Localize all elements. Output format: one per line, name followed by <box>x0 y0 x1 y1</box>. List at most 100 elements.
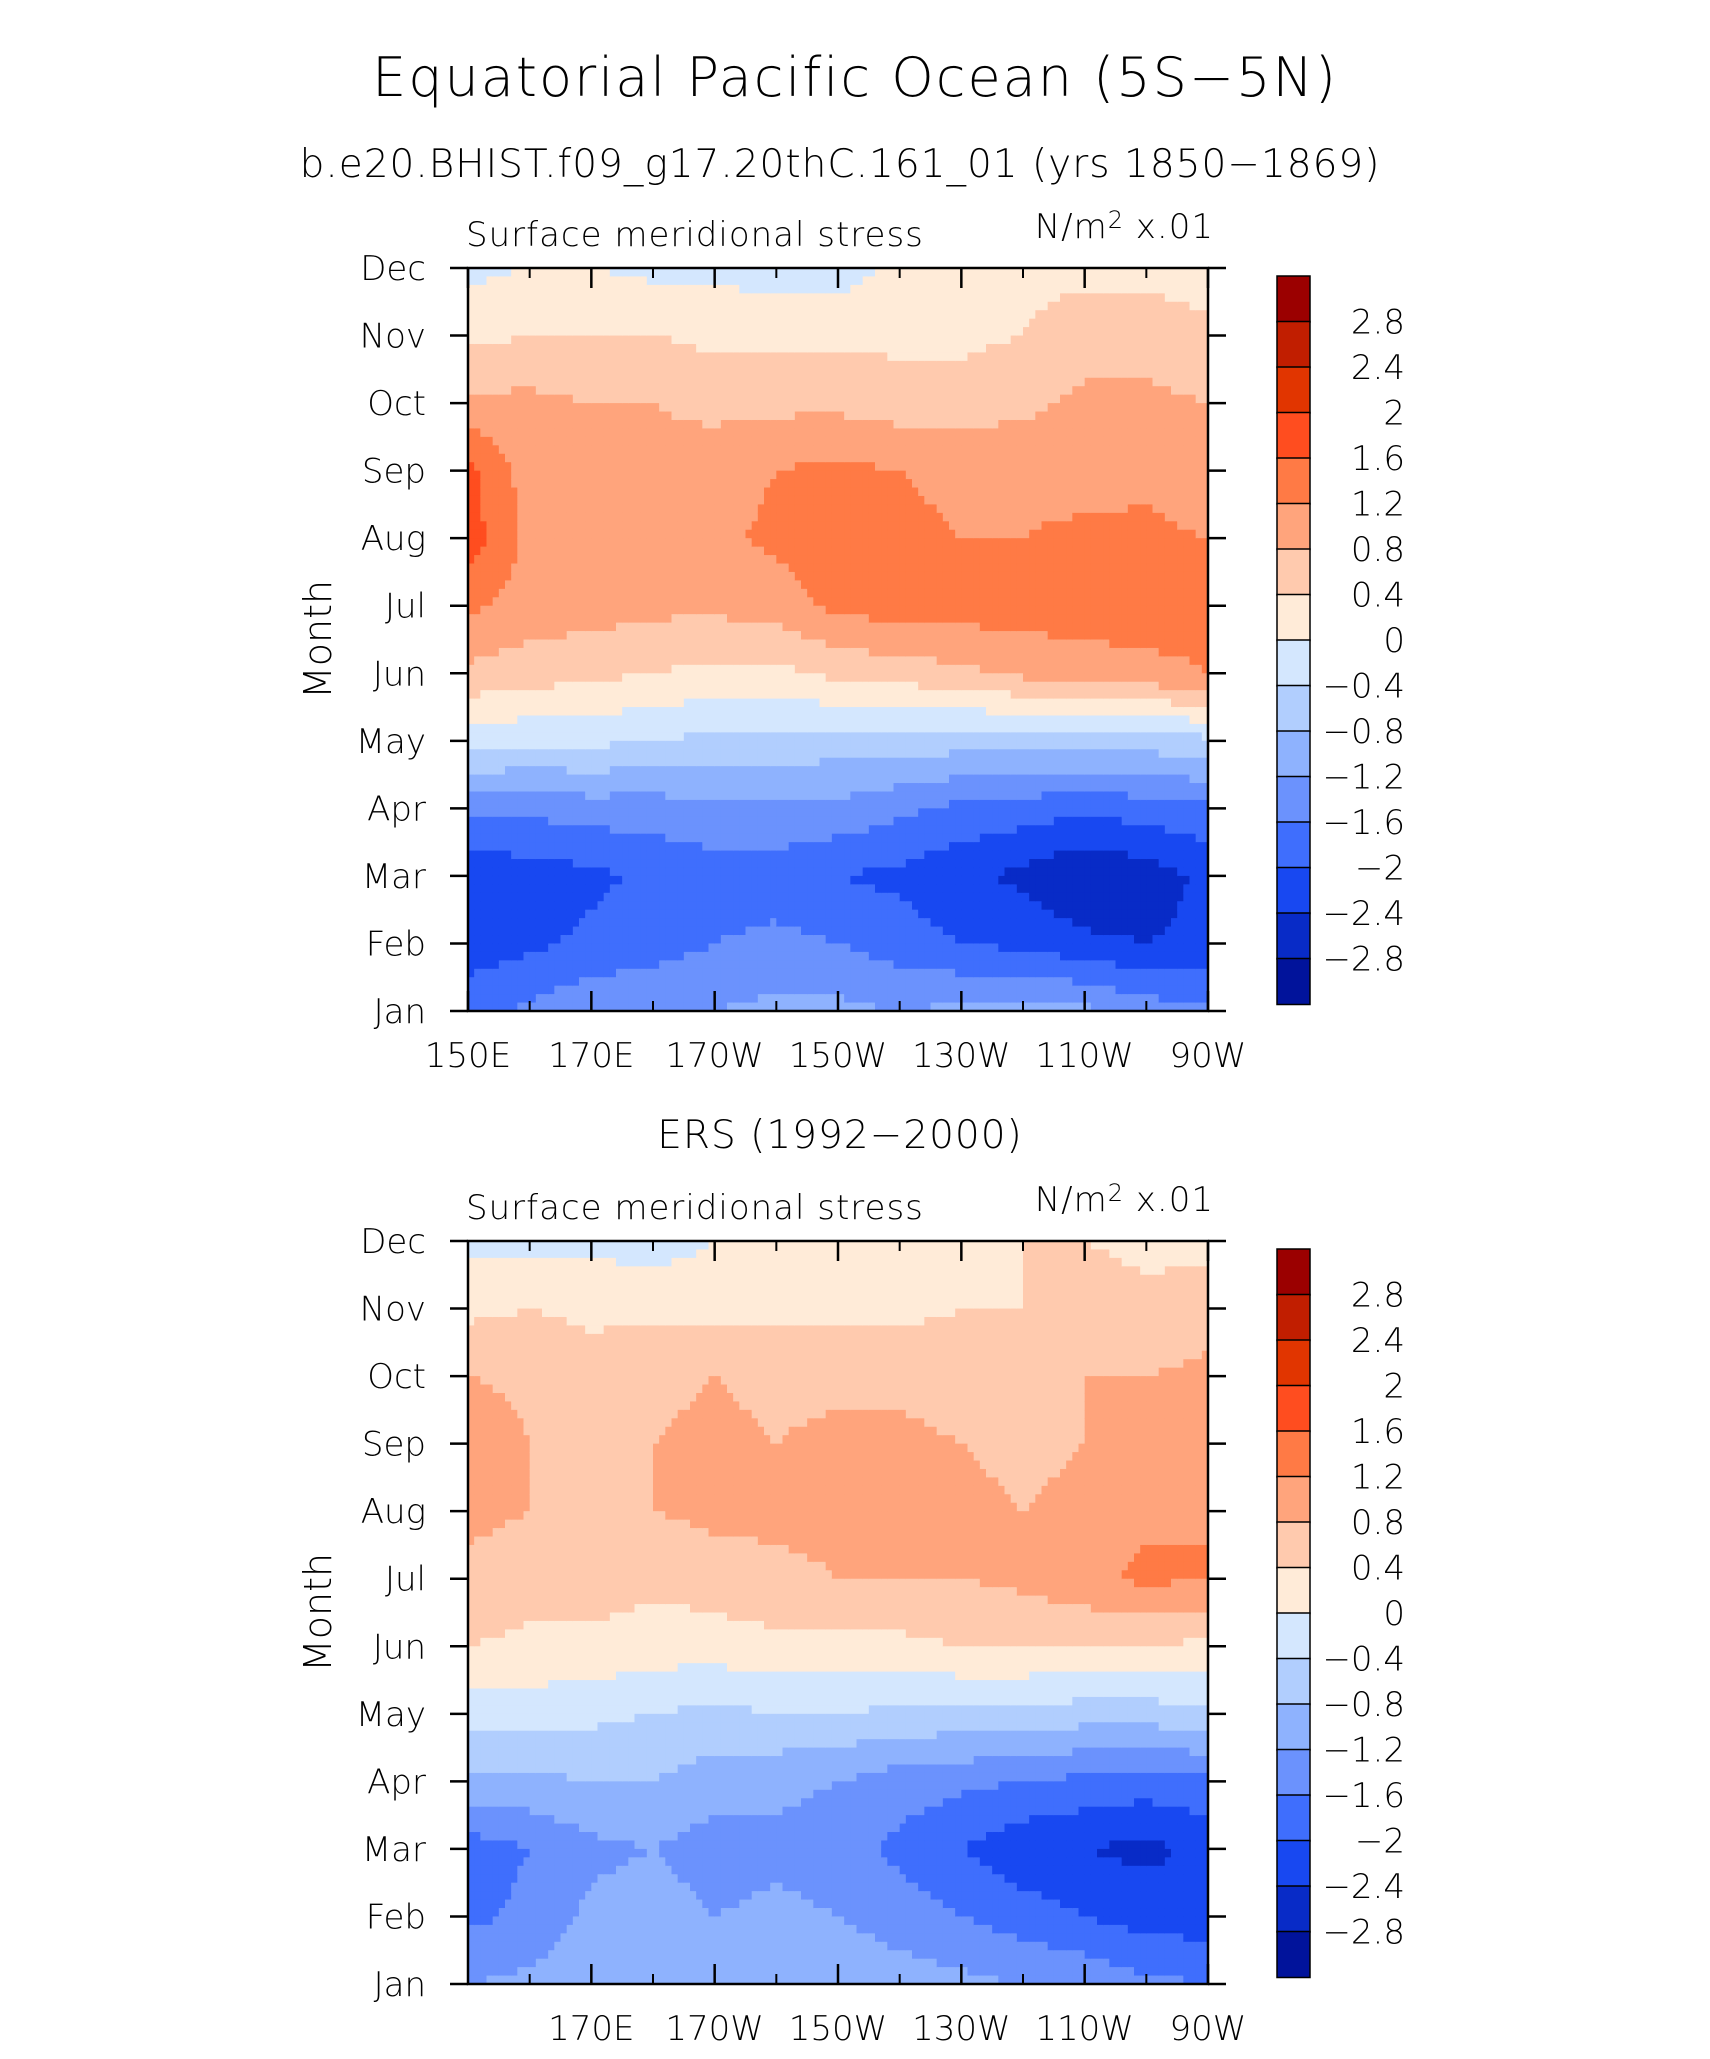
contour-cell <box>542 597 549 607</box>
contour-cell <box>542 268 549 278</box>
contour-cell <box>801 859 808 869</box>
contour-cell <box>677 799 685 809</box>
contour-cell <box>616 479 623 489</box>
contour-cell <box>770 707 777 717</box>
contour-cell <box>677 875 685 885</box>
contour-cell <box>616 521 623 531</box>
contour-cell <box>745 529 753 539</box>
contour-cell <box>492 901 500 911</box>
contour-cell <box>801 293 808 303</box>
contour-cell <box>517 411 525 421</box>
contour-cell <box>770 926 777 936</box>
contour-cell <box>690 394 697 404</box>
contour-cell <box>671 985 679 995</box>
contour-cell <box>751 343 759 354</box>
contour-cell <box>782 276 790 286</box>
contour-cell <box>603 436 611 446</box>
contour-cell <box>480 935 488 945</box>
contour-cell <box>690 284 697 294</box>
contour-cell <box>498 943 506 953</box>
contour-cell <box>597 284 605 294</box>
contour-cell <box>511 555 518 565</box>
contour-cell <box>529 673 537 683</box>
contour-cell <box>757 1002 765 1012</box>
contour-cell <box>665 571 673 581</box>
contour-cell <box>634 951 642 961</box>
contour-cell <box>628 580 636 590</box>
contour-cell <box>714 698 722 708</box>
contour-cell <box>560 732 568 742</box>
contour-cell <box>683 504 691 514</box>
contour-cell <box>776 833 784 843</box>
contour-cell <box>653 318 660 328</box>
contour-cell <box>720 968 728 978</box>
contour-cell <box>542 901 549 911</box>
contour-cell <box>807 799 814 809</box>
contour-cell <box>523 521 531 531</box>
contour-cell <box>585 690 592 700</box>
contour-cell <box>480 808 488 818</box>
contour-cell <box>745 352 753 362</box>
contour-cell <box>646 571 654 581</box>
contour-cell <box>640 985 648 995</box>
contour-cell <box>523 284 531 294</box>
contour-cell <box>794 394 802 404</box>
contour-cell <box>640 783 648 793</box>
contour-cell <box>690 352 697 362</box>
contour-cell <box>659 825 666 835</box>
contour-cell <box>764 943 771 953</box>
contour-cell <box>517 833 525 843</box>
contour-cell <box>529 310 537 320</box>
contour-cell <box>733 647 740 657</box>
contour-cell <box>653 774 660 784</box>
contour-cell <box>677 968 685 978</box>
contour-cell <box>794 580 802 590</box>
contour-cell <box>548 935 555 945</box>
contour-cell <box>764 842 771 852</box>
contour-cell <box>585 749 592 759</box>
contour-cell <box>646 360 654 370</box>
contour-cell <box>468 673 475 683</box>
contour-cell <box>529 352 537 362</box>
contour-cell <box>498 504 506 514</box>
contour-cell <box>708 622 716 632</box>
contour-cell <box>807 723 814 733</box>
contour-cell <box>720 301 728 311</box>
contour-cell <box>640 411 648 421</box>
contour-cell <box>505 529 512 539</box>
contour-cell <box>702 276 710 286</box>
contour-cell <box>622 749 629 759</box>
contour-cell <box>566 403 574 413</box>
contour-cell <box>801 377 808 387</box>
contour-cell <box>702 850 710 860</box>
contour-cell <box>807 867 814 877</box>
contour-cell <box>554 631 562 641</box>
contour-cell <box>794 631 802 641</box>
contour-cell <box>788 462 796 472</box>
contour-cell <box>498 926 506 936</box>
contour-cell <box>492 884 500 894</box>
contour-cell <box>794 791 802 801</box>
contour-cell <box>480 985 488 995</box>
contour-cell <box>523 757 531 767</box>
contour-cell <box>764 757 771 767</box>
contour-cell <box>801 580 808 590</box>
contour-cell <box>690 816 697 826</box>
contour-cell <box>708 436 716 446</box>
contour-cell <box>776 538 784 548</box>
contour-cell <box>548 690 555 700</box>
contour-cell <box>720 343 728 354</box>
contour-cell <box>727 445 734 455</box>
contour-cell <box>511 631 518 641</box>
contour-cell <box>609 799 617 809</box>
contour-cell <box>523 377 531 387</box>
contour-cell <box>720 766 728 776</box>
contour-cell <box>788 783 796 793</box>
contour-cell <box>572 664 580 674</box>
contour-cell <box>622 462 629 472</box>
contour-cell <box>714 892 722 902</box>
contour-cell <box>474 571 481 581</box>
contour-cell <box>782 436 790 446</box>
contour-cell <box>591 892 599 902</box>
contour-cell <box>646 318 654 328</box>
